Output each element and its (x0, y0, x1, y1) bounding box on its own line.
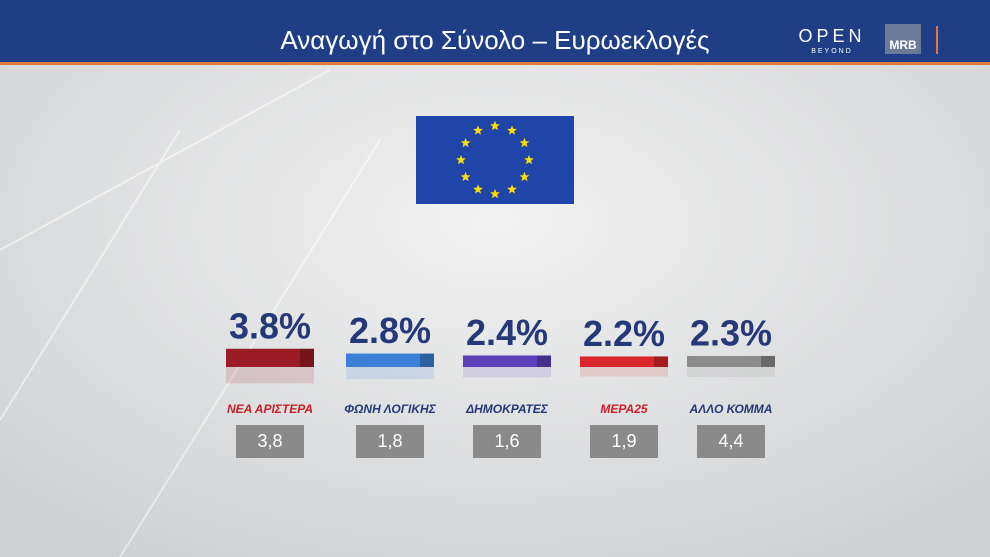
previous-box (590, 425, 658, 458)
star (456, 154, 466, 165)
value-label: 3.8% (229, 305, 311, 346)
previous-label: 1,6 (494, 431, 519, 451)
bar-cap (537, 355, 551, 367)
previous-label: 3,8 (257, 431, 282, 451)
title: Αναγωγή στο Σύνολο – Ευρωεκλογές (280, 25, 709, 55)
previous-box (697, 425, 765, 458)
value-label: 2.2% (583, 313, 665, 354)
previous-box (236, 425, 304, 458)
bar-cap (300, 348, 314, 367)
bar-reflection (580, 367, 668, 377)
bar-cap (420, 353, 434, 367)
party-name: ΝΕΑ ΑΡΙΣΤΕΡΑ (227, 402, 313, 416)
star (460, 171, 471, 182)
party-name: ΜΕΡΑ25 (600, 402, 647, 416)
previous-box (473, 425, 541, 458)
star (473, 184, 483, 194)
eu-stars (456, 120, 534, 199)
previous-label: 1,9 (611, 431, 636, 451)
star (519, 137, 530, 148)
bar-cap (761, 355, 775, 367)
bar (226, 348, 314, 367)
bar-reflection (687, 367, 775, 377)
bar-reflection (226, 367, 314, 384)
value-label: 2.3% (690, 312, 772, 353)
party-name: ΦΩΝΗ ΛΟΓΙΚΗΣ (344, 402, 437, 416)
header-rule (0, 62, 990, 65)
previous-label: 1,8 (377, 431, 402, 451)
star (519, 171, 530, 182)
star (473, 125, 483, 135)
bar-reflection (463, 367, 551, 378)
channel-tagline: BEYOND (811, 48, 853, 55)
star (524, 154, 534, 165)
decoration (0, 69, 381, 557)
previous-box (356, 425, 424, 458)
bar-cap (654, 356, 668, 367)
value-label: 2.4% (466, 312, 548, 353)
bar (687, 355, 775, 367)
star (507, 184, 517, 194)
header-bar (0, 0, 990, 62)
channel-logo: OPEN (798, 26, 865, 46)
bar (463, 355, 551, 367)
pollster-logo: MRB (889, 38, 917, 52)
pollster-box (885, 24, 921, 54)
star (490, 120, 500, 131)
bar (346, 353, 434, 367)
previous-label: 4,4 (718, 431, 743, 451)
party-name: ΑΛΛΟ ΚΟΜΜΑ (689, 402, 773, 416)
star (490, 188, 500, 199)
star (460, 137, 471, 148)
bar (580, 356, 668, 367)
brand-divider (936, 26, 938, 54)
bar-reflection (346, 367, 434, 380)
star (507, 125, 517, 135)
party-name: ΔΗΜΟΚΡΑΤΕΣ (465, 402, 549, 416)
value-label: 2.8% (349, 310, 431, 351)
